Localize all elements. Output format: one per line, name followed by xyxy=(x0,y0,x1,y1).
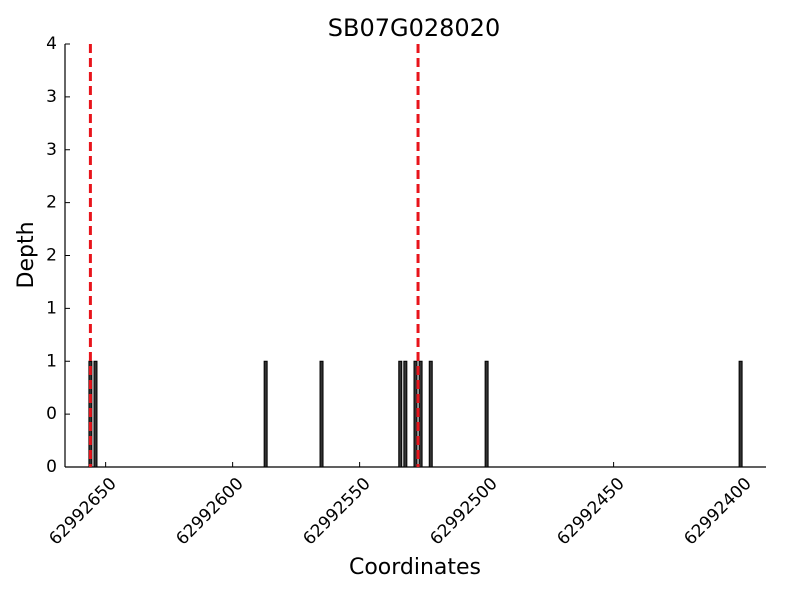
bar xyxy=(398,360,403,468)
y-tick-label: 2 xyxy=(46,193,57,213)
y-axis-label: Depth xyxy=(14,221,39,288)
bar xyxy=(403,360,408,468)
chart-title: SB07G028020 xyxy=(328,14,500,42)
y-tick-label: 1 xyxy=(46,351,57,371)
bar xyxy=(738,360,743,468)
y-tick-label: 2 xyxy=(46,246,57,266)
bar xyxy=(428,360,433,468)
y-tick-label: 4 xyxy=(46,34,57,54)
x-tick-label: 62992600 xyxy=(172,474,247,549)
bar xyxy=(484,360,489,468)
x-tick-label: 62992400 xyxy=(680,474,755,549)
bar xyxy=(93,360,98,468)
bar xyxy=(263,360,268,468)
y-tick-label: 0 xyxy=(46,404,57,424)
x-tick-label: 62992500 xyxy=(426,474,501,549)
x-tick-label: 62992650 xyxy=(45,474,120,549)
x-tick-label: 62992550 xyxy=(299,474,374,549)
y-tick-label: 0 xyxy=(46,457,57,477)
bar xyxy=(319,360,324,468)
y-tick-label: 3 xyxy=(46,140,57,160)
y-tick-label: 1 xyxy=(46,298,57,318)
y-tick-label: 3 xyxy=(46,87,57,107)
x-axis-label: Coordinates xyxy=(349,555,481,580)
x-tick-label: 62992450 xyxy=(553,474,628,549)
